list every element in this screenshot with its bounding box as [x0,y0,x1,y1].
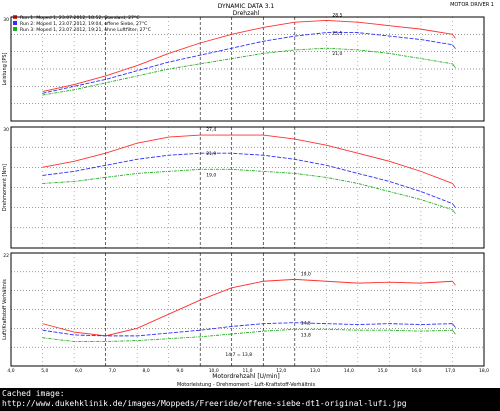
series-line-1 [42,20,453,92]
x-tick-label: 4,0 [7,368,14,374]
x-tick-label: 12,0 [276,368,286,374]
chart-footer: Motorleistung - Drehmoment - Luft-Krafts… [177,382,316,388]
x-tick-label: 15,0 [378,368,388,374]
y-axis-label: Leistung [PS] [2,52,8,85]
legend: Run 1: Moped 1, 23.07.2012, 18:52, Stand… [13,15,151,33]
cached-image-caption: Cached image: http://www.dukehklinik.de/… [0,388,500,411]
series-end-2 [452,203,456,208]
peak-annotation: 21,0 [332,51,342,57]
legend-label: Run 3: Moped 1, 23.07.2012, 19:21, ohne … [20,27,151,33]
dyno-chart: DYNAMIC DATA 3.1 Drehzahl MOTOR DRIVER 1… [2,2,494,388]
x-tick-label: 6,0 [75,368,82,374]
series-end-1 [452,183,456,188]
series-end-1 [452,281,456,286]
peak-annotation: 25,5 [332,31,342,37]
legend-swatch [13,27,17,31]
caption-url[interactable]: http://www.dukehklinik.de/images/Moppeds… [2,399,407,408]
x-tick-label: 16,0 [411,368,421,374]
series-line-2 [42,152,453,205]
legend-swatch [13,21,17,25]
series-end-3 [452,209,456,214]
chart-title: DYNAMIC DATA 3.1 [218,3,275,10]
series-end-3 [452,63,456,69]
caption-heading: Cached image: [2,389,65,398]
legend-label: Run 1: Moped 1, 23.07.2012, 18:52, Stand… [20,15,139,21]
y-tick-label: 30 [3,17,9,23]
x-axis: 4,0 5,0 6,0 7,0 8,0 9,0 10,0 11,0 12,0 13,0 14,0 15… [7,368,489,374]
chart-panels: Leistung [PS] 30 28,5 25,5 21,0 Drehmoment [N… [2,12,485,367]
y-axis-label: Luft/Kraftstoff Verhältnis [2,279,8,340]
top-right-label: MOTOR DRIVER 1 [450,2,494,8]
peak-annotation: 14,5 [301,321,311,327]
y-tick-label: 30 [3,127,9,133]
series-line-2 [42,32,453,94]
x-tick-label: 17,0 [445,368,455,374]
series-line-1 [42,134,453,184]
chart-panel-3: Luft/Kraftstoff Verhältnis 22 19,0 14,5 13,8… [2,252,485,367]
x-tick-label: 9,0 [176,368,183,374]
series-line-1 [42,278,453,337]
legend-label: Run 2: Moped 1, 23.07.2012, 19:04, offen… [20,21,147,27]
y-axis-label: Drehmoment [Nm] [2,164,8,211]
x-tick-label: 18,0 [479,368,489,374]
series-end-3 [452,329,456,335]
peak-annotation: 13,8 [301,332,311,338]
peak-annotation: 14,7 = 13,8 [225,352,252,358]
x-axis-label: Motordrehzahl [U/min] [212,373,279,380]
series-line-3 [42,47,453,96]
peak-annotation: 21,9 [206,151,216,157]
peak-annotation: 19,0 [206,172,216,178]
peak-annotation: 27,4 [206,127,216,133]
x-tick-label: 8,0 [143,368,150,374]
chart-panel-2: Drehmoment [Nm] 30 27,4 21,9 19,0 [2,126,485,249]
peak-annotation: 19,0 [301,271,311,277]
x-tick-label: 5,0 [41,368,48,374]
x-tick-label: 7,0 [109,368,116,374]
x-tick-label: 11,0 [242,368,252,374]
y-tick-label: 22 [3,253,9,259]
series-end-1 [452,34,456,39]
x-tick-label: 13,0 [310,368,320,374]
chart-panel-1: Leistung [PS] 30 28,5 25,5 21,0 [2,12,485,122]
series-line-2 [42,322,453,337]
series-end-2 [452,323,456,328]
x-tick-label: 14,0 [344,368,354,374]
peak-annotation: 28,5 [332,12,342,18]
series-line-3 [42,328,453,342]
series-line-3 [42,168,453,211]
series-end-2 [452,44,456,49]
chart-subtitle: Drehzahl [233,10,260,17]
x-tick-label: 10,0 [209,368,219,374]
